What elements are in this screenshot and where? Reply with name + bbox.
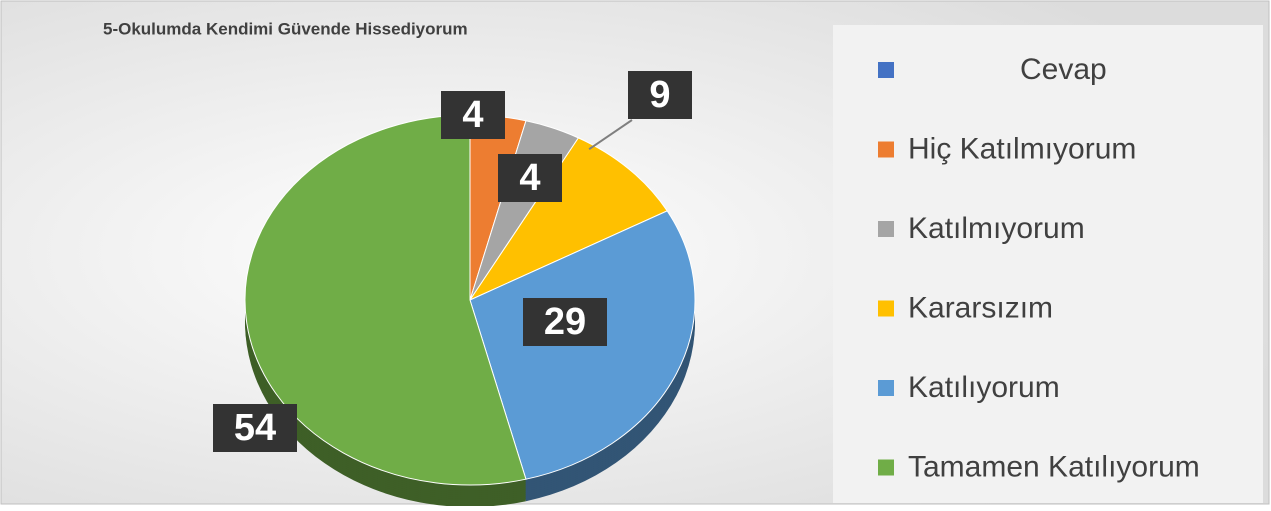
legend-swatch <box>878 221 894 237</box>
data-label-box <box>523 298 607 346</box>
legend-label: Katılmıyorum <box>908 212 1085 245</box>
data-label-box <box>213 404 297 452</box>
data-label: 4 <box>519 157 540 199</box>
leader-line <box>588 119 633 151</box>
data-label: 9 <box>649 74 670 116</box>
legend-swatch <box>878 300 894 317</box>
data-label: 54 <box>234 407 276 449</box>
legend-label: Kararsızım <box>908 291 1053 324</box>
data-label-box <box>628 71 692 119</box>
data-label-box <box>498 154 562 202</box>
legend-swatch <box>878 62 894 78</box>
data-label: 4 <box>462 94 483 136</box>
data-label-box <box>441 91 505 139</box>
legend-label: Hiç Katılmıyorum <box>908 132 1136 165</box>
legend-label: Cevap <box>1020 53 1107 86</box>
legend-label: Tamamen Katılıyorum <box>908 450 1200 483</box>
legend-panel <box>833 25 1263 503</box>
data-label: 29 <box>544 301 586 343</box>
slice <box>244 114 527 486</box>
legend-label: Katılıyorum <box>908 371 1060 404</box>
slice <box>468 137 668 302</box>
legend-swatch <box>878 380 894 396</box>
legend-swatch <box>878 459 894 476</box>
chart-title: 5-Okulumda Kendimi Güvende Hissediyorum <box>103 19 468 38</box>
legend-swatch <box>878 141 894 158</box>
